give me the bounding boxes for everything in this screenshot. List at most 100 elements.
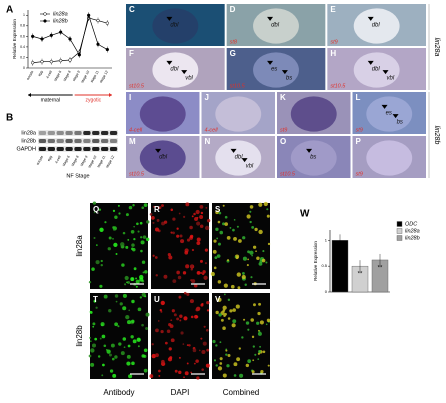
cell [251,254,253,257]
cell [108,236,112,240]
legend-swatch [396,235,403,241]
cell [182,271,187,275]
blot-band [83,131,91,135]
cell [160,329,164,334]
cell [149,212,153,216]
cell [118,212,121,215]
cell [213,359,217,362]
annotation: vbl [246,164,254,170]
cell [178,296,181,299]
stage-label: st10.5 [280,171,296,177]
x-tick-label: stage 8 [62,70,71,82]
stage-label: st9 [330,39,337,45]
cell [190,315,194,319]
blot-band [101,139,109,143]
cell [186,238,191,242]
cell [132,339,137,344]
bar [331,240,349,293]
series-marker [31,61,35,65]
cell [156,328,159,331]
cell [127,280,131,285]
cell [245,363,250,368]
cell [222,222,225,226]
cell [99,337,102,340]
cell [249,205,254,209]
cell [204,225,210,231]
cell [94,337,98,341]
cell [158,369,161,373]
cell [151,215,155,220]
cell [133,237,136,241]
x-tick-label: egg [37,70,43,77]
cell [220,318,224,322]
cell [143,348,148,353]
cell [246,214,251,219]
cell [127,344,131,348]
stage-label: st9 [356,127,363,133]
cell [194,314,198,319]
cell [233,374,237,377]
cell [200,303,204,307]
cell [191,215,194,218]
cell [178,212,181,215]
cell [141,206,145,210]
cell [203,275,208,280]
embryo [366,140,413,176]
stage-label: st10.5 [129,83,145,89]
cell [152,221,155,225]
cell [212,249,217,254]
cell [132,204,135,207]
cell [190,264,194,268]
series-marker [105,21,109,25]
phase-arrow [28,93,31,97]
cell [140,249,143,253]
cell [219,357,223,361]
cell [252,245,257,249]
cell [229,227,232,229]
cell [92,322,96,326]
cell [98,208,102,211]
annotation: dbl [235,154,244,160]
cell [149,374,154,378]
cell [218,209,220,212]
cell [215,310,219,315]
legend-marker [43,12,47,16]
cell [196,241,201,246]
cell [206,309,210,312]
cell [247,250,250,254]
cell [226,259,230,262]
cell [217,297,222,302]
cell [125,213,129,217]
embryo [152,8,199,44]
cell [201,368,204,371]
y-tick-label: 1 [23,13,25,17]
stage-label: 4-cell [205,127,219,133]
x-tick-label: stage 10 [80,70,90,84]
cell [258,229,263,235]
panel-letter: L [356,93,361,102]
annotation-arrow [306,148,313,153]
cell [201,349,206,355]
cell [171,309,175,313]
series-marker [68,58,72,62]
cell [114,294,119,298]
cell [251,335,255,339]
panel-letter: K [280,93,286,102]
cell [242,236,246,240]
x-tick-label: stage 11 [90,70,100,83]
legend-swatch [396,228,403,234]
cell [137,307,142,312]
cell [227,298,231,302]
cell [100,263,103,267]
cell [256,321,260,325]
annotation-arrow [267,60,274,65]
y-axis-label: Relative Expression [12,19,17,59]
cell [232,319,237,324]
cell [91,267,95,271]
cell [172,279,177,284]
cell [258,261,263,266]
cell [101,334,106,339]
cell [122,293,127,298]
cell [163,220,168,224]
cell [216,254,221,258]
